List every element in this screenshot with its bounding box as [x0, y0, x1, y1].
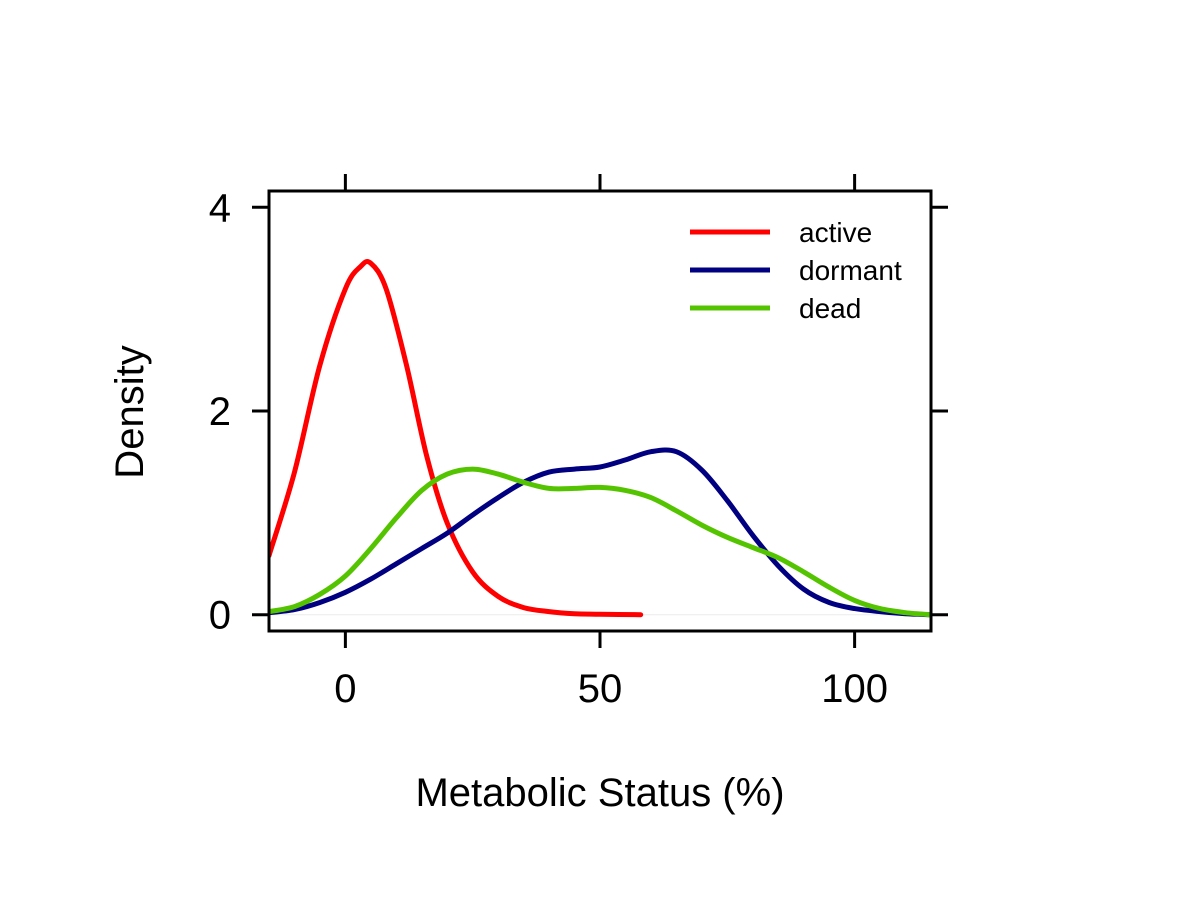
x-tick-label: 100 [821, 667, 888, 711]
y-tick-label: 0 [209, 594, 231, 638]
x-axis-title: Metabolic Status (%) [415, 771, 784, 815]
y-tick-label: 2 [209, 390, 231, 434]
legend-label-dead: dead [799, 293, 861, 324]
plot-layer [269, 259, 931, 618]
series-line-dead [269, 466, 931, 618]
axis-layer: 0 50 100 0 2 4 [209, 174, 948, 711]
legend-label-dormant: dormant [799, 255, 902, 286]
x-tick-label: 0 [334, 667, 356, 711]
legend: active dormant dead [690, 217, 902, 324]
series-line-dormant [269, 447, 931, 618]
y-tick-label: 4 [209, 186, 231, 230]
legend-label-active: active [799, 217, 872, 248]
y-axis-title: Density [108, 345, 152, 478]
series-line-active [269, 259, 644, 618]
x-tick-label: 50 [578, 667, 623, 711]
